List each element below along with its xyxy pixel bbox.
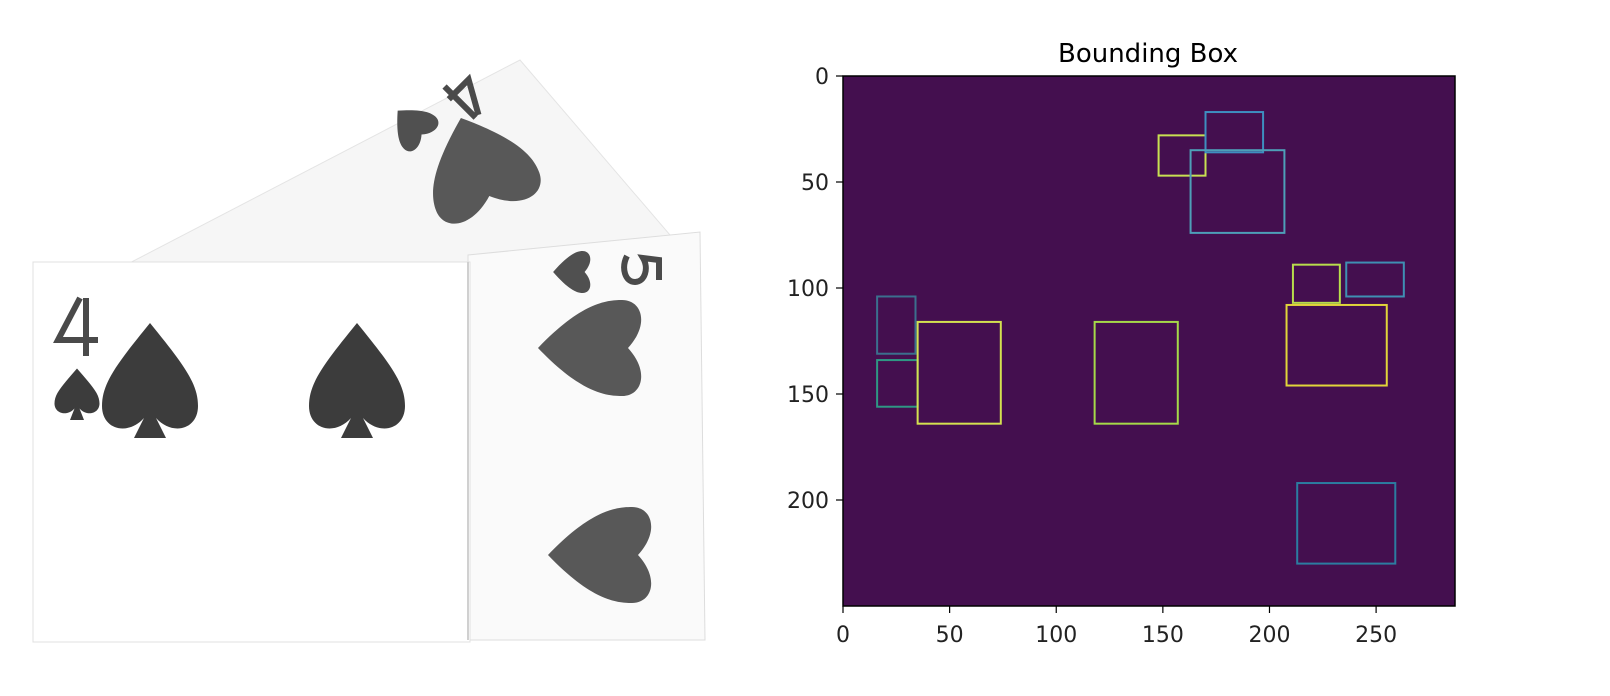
spade-icon [309,323,405,438]
x-tick-label: 100 [1035,623,1077,648]
y-tick-label: 50 [801,171,829,196]
y-tick-label: 0 [815,65,829,90]
rank-5-rotated-glyph [621,254,662,286]
plot-marks [876,111,1405,565]
bounding-box-8 [1345,261,1405,298]
y-axis: 0 50 100 150 200 [787,65,843,514]
card-front [32,261,471,643]
heart-icon [538,300,642,396]
small-heart-icon [397,110,439,152]
x-tick-label: 200 [1248,623,1290,648]
cards-photo [0,0,760,692]
x-tick-label: 0 [836,623,850,648]
bounding-box-0 [876,295,917,355]
small-heart-icon [553,250,591,294]
x-tick-label: 50 [936,623,964,648]
bounding-box-9 [1285,303,1388,387]
bounding-box-6 [1189,149,1286,234]
bounding-box-4 [1157,134,1207,177]
y-tick-label: 150 [787,383,829,408]
plot-title: Bounding Box [1058,39,1238,69]
y-tick-label: 200 [787,489,829,514]
heart-icon [548,507,652,603]
rank-4-rotated-glyph [442,73,482,120]
cards-photo-svg [32,59,706,643]
bounding-box-plot: Bounding Box 0 50 100 150 200 250 0 50 100 150 20… [787,39,1456,648]
heart-icon [433,118,541,224]
plot-area [842,75,1456,607]
bounding-box-7 [1291,263,1341,304]
x-tick-label: 250 [1355,623,1397,648]
bounding-box-figure: Bounding Box 0 50 100 150 200 250 0 50 100 150 20… [760,0,1610,692]
bounding-box-5 [1204,111,1265,154]
bounding-box-2 [916,320,1002,425]
small-spade-icon [54,368,100,420]
bounding-box-3 [1093,320,1179,425]
y-tick-label: 100 [787,277,829,302]
rank-4-glyph [53,296,98,356]
bounding-box-10 [1296,482,1397,565]
x-tick-label: 150 [1142,623,1184,648]
spade-icon [102,323,198,438]
x-axis: 0 50 100 150 200 250 [836,606,1397,648]
